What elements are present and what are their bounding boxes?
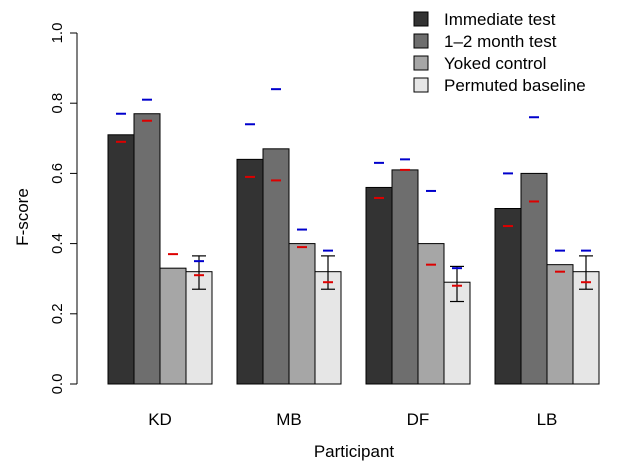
bar bbox=[520, 172, 548, 385]
bar bbox=[391, 169, 419, 385]
bar bbox=[159, 267, 187, 385]
bar bbox=[417, 243, 445, 385]
legend: Immediate test 1–2 month test Yoked contro… bbox=[413, 10, 586, 95]
y-axis-label: F-score bbox=[13, 188, 32, 246]
y-tick-label: 0.8 bbox=[49, 93, 66, 114]
legend-label: Immediate test bbox=[444, 10, 556, 29]
axes: 0.0 0.2 0.4 0.6 0.8 1.0 KD MB DF LB bbox=[49, 23, 557, 429]
legend-swatch bbox=[413, 77, 429, 93]
y-tick-label: 1.0 bbox=[49, 23, 66, 44]
bar bbox=[236, 158, 264, 385]
legend-swatch bbox=[413, 55, 429, 71]
bar bbox=[133, 113, 161, 385]
reference-markers bbox=[116, 88, 591, 287]
x-tick-label: MB bbox=[276, 410, 302, 429]
y-tick-label: 0.4 bbox=[49, 233, 66, 254]
bar bbox=[365, 186, 393, 385]
bars bbox=[107, 113, 600, 385]
x-tick-label: DF bbox=[407, 410, 430, 429]
legend-swatch bbox=[413, 11, 429, 27]
bar bbox=[185, 271, 213, 385]
x-tick-label: KD bbox=[148, 410, 172, 429]
legend-swatch bbox=[413, 33, 429, 49]
bar bbox=[546, 264, 574, 385]
legend-label: Yoked control bbox=[444, 54, 546, 73]
bar bbox=[494, 208, 522, 385]
y-tick-label: 0.0 bbox=[49, 374, 66, 395]
legend-label: 1–2 month test bbox=[444, 32, 557, 51]
bar bbox=[107, 134, 135, 385]
bar bbox=[314, 271, 342, 385]
y-tick-label: 0.6 bbox=[49, 163, 66, 184]
y-tick-label: 0.2 bbox=[49, 303, 66, 324]
bar bbox=[262, 148, 290, 385]
x-axis-label: Participant bbox=[314, 442, 395, 461]
bar bbox=[288, 243, 316, 385]
x-tick-label: LB bbox=[537, 410, 558, 429]
legend-label: Permuted baseline bbox=[444, 76, 586, 95]
